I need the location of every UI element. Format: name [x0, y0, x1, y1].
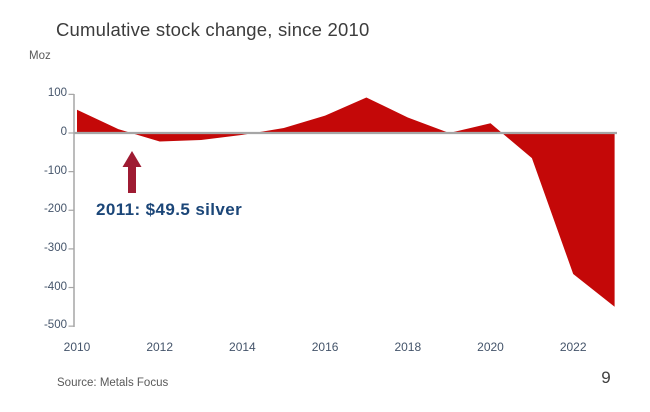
annotation-label: 2011: $49.5 silver — [96, 200, 243, 219]
page-number: 9 — [601, 368, 611, 387]
y-tick-label: -100 — [43, 164, 67, 177]
y-axis-unit-label: Moz — [29, 50, 51, 62]
x-tick-label: 2016 — [311, 340, 339, 354]
x-tick-label: 2022 — [559, 340, 587, 354]
x-tick-label: 2012 — [146, 340, 174, 354]
y-tick-label: -300 — [43, 241, 67, 254]
y-tick-label: -500 — [43, 319, 67, 332]
y-tick-label: 0 — [60, 126, 67, 138]
x-tick-label: 2020 — [477, 340, 504, 354]
x-tick-label: 2010 — [63, 340, 91, 354]
y-tick-label: -400 — [43, 280, 67, 293]
up-arrow-icon — [122, 151, 142, 193]
y-tick-label: 100 — [47, 87, 67, 100]
source-label: Source: Metals Focus — [57, 377, 169, 389]
x-tick-label: 2014 — [229, 340, 256, 354]
y-tick-label: -200 — [43, 203, 67, 216]
page-title: Cumulative stock change, since 2010 — [56, 19, 370, 40]
y-axis-ticks — [68, 93, 74, 327]
x-tick-label: 2018 — [394, 340, 422, 354]
